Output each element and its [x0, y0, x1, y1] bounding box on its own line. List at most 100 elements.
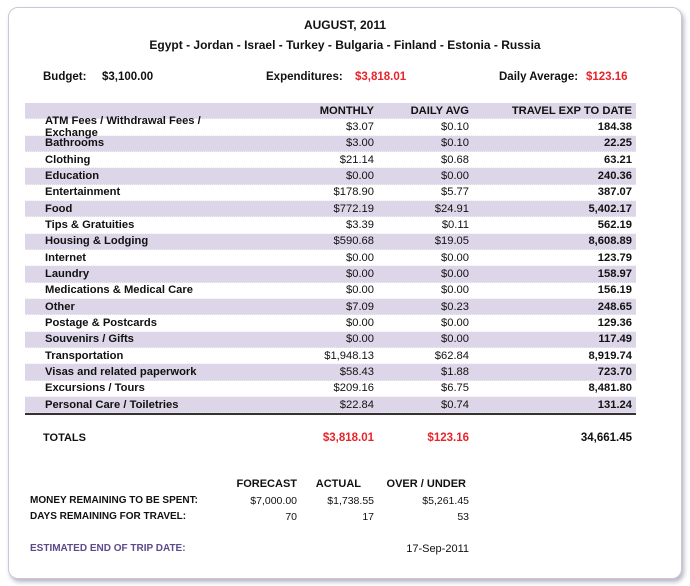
category-cell: Visas and related paperwork [45, 365, 197, 378]
category-cell: Tips & Gratuities [45, 218, 135, 231]
travel-exp-to-date-cell: 8,919.74 [588, 349, 632, 362]
daily-avg-cell: $62.84 [434, 349, 469, 362]
monthly-cell: $772.19 [333, 202, 374, 215]
monthly-cell: $209.16 [333, 382, 374, 395]
monthly-cell: $0.00 [346, 251, 374, 264]
table-row: Excursions / Tours $209.16 $6.75 8,481.80 [25, 381, 636, 397]
daily-avg-cell: $0.68 [441, 153, 469, 166]
travel-exp-to-date-cell: 240.36 [597, 169, 632, 182]
daily-avg-cell: $0.11 [441, 218, 469, 231]
daily-avg-cell: $0.00 [441, 169, 469, 182]
category-cell: Bathrooms [45, 137, 105, 150]
monthly-cell: $0.00 [346, 169, 374, 182]
report-title: AUGUST, 2011 [303, 18, 387, 32]
table-row: Entertainment $178.90 $5.77 387.07 [25, 185, 636, 201]
daily-avg-cell: $5.77 [441, 186, 469, 199]
table-row: Internet $0.00 $0.00 123.79 [25, 250, 636, 267]
travel-exp-to-date-cell: 22.25 [604, 137, 632, 150]
over-under-header: OVER / UNDER [386, 478, 466, 490]
end-of-trip-date: 17-Sep-2011 [406, 543, 469, 555]
monthly-cell: $590.68 [333, 235, 374, 248]
table-row: Visas and related paperwork $58.43 $1.88 72… [25, 364, 636, 381]
travel-exp-to-date-cell: 8,481.80 [588, 382, 632, 395]
category-cell: Housing & Lodging [45, 235, 149, 248]
table-row: Food $772.19 $24.91 5,402.17 [25, 200, 636, 218]
monthly-cell: $0.00 [346, 333, 374, 346]
monthly-cell: MONTHLY [319, 104, 374, 117]
category-cell: Souvenirs / Gifts [45, 333, 134, 346]
table-row: Postage & Postcards $0.00 $0.00 129.36 [25, 315, 636, 332]
travel-exp-to-date-cell: 184.38 [597, 120, 632, 133]
daily-avg-cell: $0.00 [441, 284, 469, 297]
actual-header: ACTUAL [315, 478, 361, 490]
travel-exp-to-date-cell: 723.70 [597, 365, 632, 378]
travel-exp-to-date-cell: 387.07 [597, 186, 632, 199]
travel-exp-to-date-cell: 123.79 [597, 251, 632, 264]
monthly-cell: $3.39 [346, 218, 374, 231]
category-cell: Transportation [45, 349, 124, 362]
monthly-cell: $7.09 [346, 300, 374, 313]
travel-exp-to-date-cell: 129.36 [597, 316, 632, 329]
travel-exp-to-date-cell: 5,402.17 [588, 202, 632, 215]
expenditures-value: $3,818.01 [355, 71, 407, 83]
daily-average-label: Daily Average: [499, 71, 579, 83]
monthly-cell: $22.84 [339, 398, 374, 411]
forecast-header: FORECAST [236, 478, 298, 490]
category-cell: Entertainment [45, 186, 121, 199]
days-remaining-label: DAYS REMAINING FOR TRAVEL: [30, 511, 187, 522]
daily-avg-cell: $0.23 [441, 300, 469, 313]
category-cell: Internet [45, 251, 87, 264]
table-row: Medications & Medical Care $0.00 $0.00 156.… [25, 283, 636, 299]
table-row: Housing & Lodging $590.68 $19.05 8,608.89 [25, 233, 636, 250]
budget-value: $3,100.00 [102, 71, 154, 83]
days-actual: 17 [362, 511, 374, 523]
daily-avg-cell: $24.91 [434, 202, 469, 215]
days-forecast: 70 [285, 511, 297, 523]
totals-to-date: 34,661.45 [580, 432, 632, 444]
daily-average-value: $123.16 [586, 71, 628, 83]
expense-table: MONTHLY DAILY AVG TRAVEL EXP TO DATE ATM Fe… [25, 103, 636, 416]
monthly-cell: $3.07 [346, 120, 374, 133]
travel-exp-to-date-cell: 248.65 [597, 300, 632, 313]
table-row: Transportation $1,948.13 $62.84 8,919.74 [25, 348, 636, 365]
monthly-cell: $0.00 [346, 267, 374, 280]
totals-monthly: $3,818.01 [322, 432, 374, 444]
totals-daily: $123.16 [427, 432, 469, 444]
monthly-cell: $178.90 [333, 186, 374, 199]
table-row: Laundry $0.00 $0.00 158.97 [25, 266, 636, 283]
category-cell: Medications & Medical Care [45, 284, 193, 297]
daily-avg-cell: $0.74 [441, 398, 469, 411]
daily-avg-cell: $1.88 [441, 365, 469, 378]
category-cell: Other [45, 300, 75, 313]
monthly-cell: $1,948.13 [324, 349, 374, 362]
days-over-under: 53 [457, 511, 469, 523]
category-cell: Postage & Postcards [45, 316, 157, 329]
report-card [8, 7, 682, 579]
table-row: ATM Fees / Withdrawal Fees / Exchange $3.… [25, 115, 636, 139]
daily-avg-cell: $0.00 [441, 333, 469, 346]
totals-label: TOTALS [43, 432, 86, 444]
travel-exp-to-date-cell: 131.24 [597, 398, 632, 411]
expenditures-label: Expenditures: [266, 71, 343, 83]
category-cell: Clothing [45, 153, 91, 166]
daily-avg-cell: $0.10 [441, 137, 469, 150]
table-row: Personal Care / Toiletries $22.84 $0.74 131… [25, 396, 636, 414]
countries-subtitle: Egypt - Jordan - Israel - Turkey - Bulga… [149, 38, 541, 52]
end-of-trip-label: ESTIMATED END OF TRIP DATE: [30, 543, 186, 554]
table-row: Souvenirs / Gifts $0.00 $0.00 117.49 [25, 331, 636, 348]
monthly-cell: $0.00 [346, 284, 374, 297]
budget-label: Budget: [43, 71, 87, 83]
daily-avg-cell: $0.00 [441, 267, 469, 280]
travel-exp-to-date-cell: TRAVEL EXP TO DATE [511, 104, 632, 117]
money-forecast: $7,000.00 [250, 495, 297, 507]
table-row: Bathrooms $3.00 $0.10 22.25 [25, 135, 636, 152]
travel-exp-to-date-cell: 63.21 [604, 153, 632, 166]
table-row: Education $0.00 $0.00 240.36 [25, 168, 636, 185]
monthly-cell: $3.00 [346, 137, 374, 150]
category-cell: Food [45, 202, 73, 215]
category-cell: Laundry [45, 267, 90, 280]
money-remaining-label: MONEY REMAINING TO BE SPENT: [30, 495, 198, 506]
daily-avg-cell: $0.10 [441, 120, 469, 133]
table-row: Tips & Gratuities $3.39 $0.11 562.19 [25, 217, 636, 234]
table-header-row: MONTHLY DAILY AVG TRAVEL EXP TO DATE [25, 103, 636, 120]
